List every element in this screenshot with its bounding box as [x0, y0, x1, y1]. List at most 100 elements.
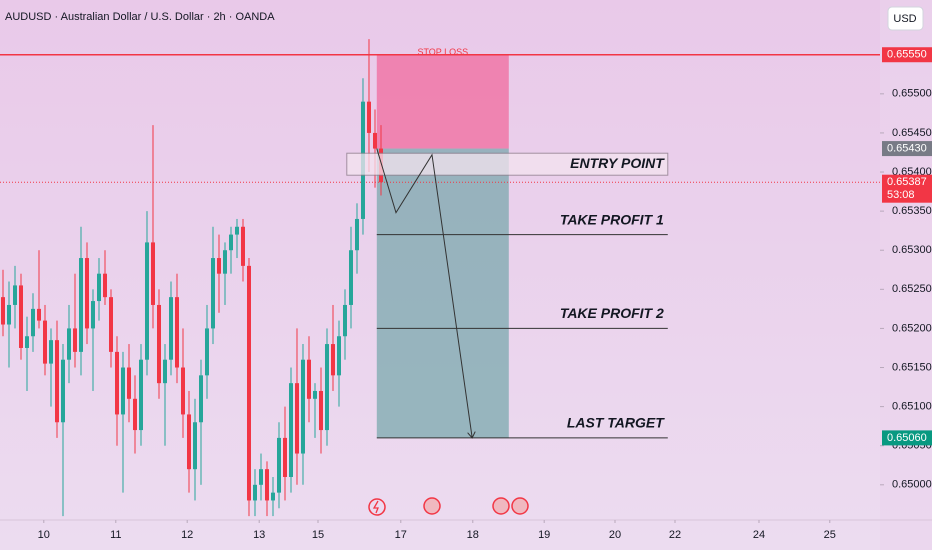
candle-body [180, 367, 185, 415]
candle-body [12, 285, 17, 305]
y-tick-label: 0.65450 [892, 127, 932, 139]
price-badge [882, 174, 932, 203]
candle-body [192, 422, 197, 470]
x-tick-label: 24 [753, 529, 765, 541]
currency-button[interactable] [887, 6, 924, 31]
candle-body [36, 308, 41, 321]
y-tick-label: 0.65350 [892, 205, 932, 217]
candle-body [318, 390, 323, 431]
currency: USD [893, 13, 916, 25]
x-tick-label: 18 [467, 529, 479, 541]
price-badge [882, 141, 932, 157]
candle-body [150, 242, 155, 305]
candle-body [90, 301, 95, 329]
candle-body [348, 250, 353, 305]
y-tick-label: 0.65300 [892, 244, 932, 256]
price-badge [882, 47, 932, 63]
candle-body [240, 226, 245, 266]
y-tick-label: 0.65100 [892, 401, 932, 413]
candle-body [306, 359, 311, 399]
x-tick-label: 17 [395, 529, 407, 541]
candle-body [276, 437, 281, 493]
candle-body [324, 344, 329, 431]
price-badge-label: 0.65430 [887, 142, 927, 154]
candle-body [66, 328, 71, 360]
y-tick-label: 0.65250 [892, 283, 932, 295]
chart-title: AUDUSD · Australian Dollar / U.S. Dollar… [5, 11, 275, 23]
candle-body [204, 328, 209, 376]
x-tick-label: 15 [312, 529, 324, 541]
candle-body [234, 226, 239, 235]
x-tick-label: 19 [538, 529, 550, 541]
candle-body [264, 469, 269, 501]
x-tick-label: 12 [181, 529, 193, 541]
candle-body [144, 242, 149, 360]
candle-body [72, 328, 77, 352]
candle-body [48, 340, 53, 364]
price-timer: 53:08 [887, 189, 915, 201]
x-tick-label: 10 [38, 529, 50, 541]
candle-body [354, 218, 359, 251]
candle-body [294, 383, 299, 454]
candle-body [216, 258, 221, 274]
x-tick-label: 25 [824, 529, 836, 541]
event-icons [368, 497, 529, 516]
price-badge-label: 0.65060 [887, 432, 927, 444]
candle-body [198, 375, 203, 423]
candle-body [330, 344, 335, 376]
candle-body [252, 484, 257, 501]
candle-body [108, 297, 113, 352]
candle-body [312, 390, 317, 399]
price-badge-label: 0.65387 [887, 176, 927, 188]
level-label: TAKE PROFIT 1 [560, 211, 664, 227]
candle-body [156, 304, 161, 384]
candle-body [210, 258, 215, 329]
candle-body [342, 304, 347, 337]
candle-body [0, 297, 5, 325]
candle-body [96, 273, 101, 302]
candle-body [54, 340, 59, 423]
candle-body [102, 273, 107, 298]
candle-body [162, 359, 167, 384]
stop-zone [376, 54, 509, 149]
candle-body [84, 258, 89, 329]
candle-body [168, 297, 173, 360]
candle-body [300, 359, 305, 454]
candle-body [246, 265, 251, 501]
candle-body [270, 492, 275, 501]
price-badge [882, 430, 932, 446]
level-label: TAKE PROFIT 2 [560, 305, 664, 321]
entry-box [346, 152, 669, 176]
candle-body [78, 258, 83, 352]
candle-body [132, 398, 137, 431]
x-tick-label: 11 [110, 529, 121, 541]
candle-body [288, 383, 293, 477]
level-label: LAST TARGET [567, 415, 665, 431]
x-tick-label: 22 [669, 529, 681, 541]
y-tick-label: 0.65000 [892, 479, 932, 491]
projection-path [376, 148, 472, 438]
candle-body [42, 320, 47, 364]
candle-body [228, 234, 233, 251]
candle-body [138, 359, 143, 431]
candle-body [282, 437, 287, 477]
x-tick-label: 20 [609, 529, 621, 541]
y-tick-label: 0.65200 [892, 322, 932, 334]
candle-body [174, 297, 179, 368]
candle-body [186, 414, 191, 470]
candle-body [120, 367, 125, 415]
x-tick-label: 13 [253, 529, 265, 541]
candle-body [336, 336, 341, 376]
candle-body [372, 132, 377, 149]
candle-body [222, 250, 227, 274]
price-badge-label: 0.65550 [887, 49, 927, 61]
price-axis [880, 0, 932, 550]
candle-body [6, 304, 11, 325]
candle-body [126, 367, 131, 399]
candle-body [114, 351, 119, 415]
candle-body [258, 469, 263, 485]
target-zone [376, 148, 509, 438]
y-tick-label: 0.65150 [892, 361, 932, 373]
